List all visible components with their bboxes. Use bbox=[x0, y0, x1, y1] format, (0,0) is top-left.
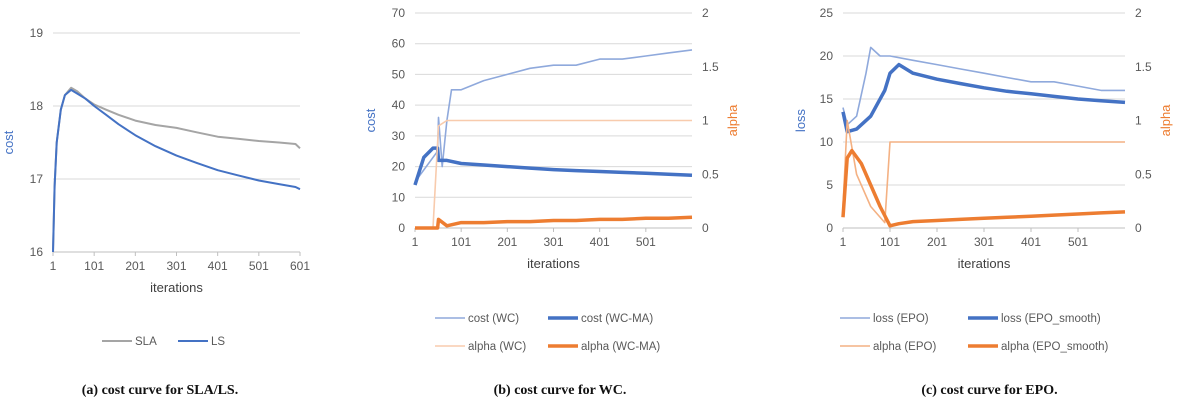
y2-axis-label: alpha bbox=[725, 104, 740, 137]
chart-b-svg: 0 10 20 30 40 50 60 70 0 0.5 1 1.5 2 1 101 201 301 401 501… bbox=[363, 6, 740, 353]
y-tick-label: 40 bbox=[392, 98, 406, 112]
x-tick-label: 501 bbox=[249, 259, 269, 273]
y-tick-label: 25 bbox=[820, 6, 834, 20]
y-tick-label: 30 bbox=[392, 129, 406, 143]
series-line-alpha-epo-smooth- bbox=[841, 148, 1126, 228]
y-tick-label: 16 bbox=[30, 245, 44, 259]
x-tick-label: 101 bbox=[880, 235, 900, 249]
y2-tick-label: 1.5 bbox=[702, 60, 719, 74]
series-line-cost-wc-ma- bbox=[413, 146, 693, 186]
x-tick-label: 401 bbox=[1021, 235, 1041, 249]
y2-tick-label: 2 bbox=[1135, 6, 1142, 20]
x-tick-label: 501 bbox=[1068, 235, 1088, 249]
y-tick-label: 0 bbox=[398, 221, 405, 235]
x-tick-label: 101 bbox=[84, 259, 104, 273]
legend-label: alpha (WC-MA) bbox=[581, 341, 660, 353]
legend-label: LS bbox=[211, 336, 225, 348]
x-tick-label: 401 bbox=[208, 259, 228, 273]
legend-label: alpha (EPO_smooth) bbox=[1001, 341, 1109, 353]
x-tick-label: 201 bbox=[125, 259, 145, 273]
series-line-loss-epo-smooth- bbox=[841, 62, 1126, 134]
series-line-cost-wc- bbox=[414, 49, 693, 183]
chart-panel-c: 0 5 10 15 20 25 0 0.5 1 1.5 2 1 101 201 301 401 501 itera… bbox=[790, 0, 1189, 410]
chart-b-caption: (b) cost curve for WC. bbox=[493, 383, 627, 398]
chart-c-svg: 0 5 10 15 20 25 0 0.5 1 1.5 2 1 101 201 301 401 501 itera… bbox=[793, 6, 1173, 353]
y-tick-label: 5 bbox=[826, 178, 833, 192]
legend-label: loss (EPO) bbox=[873, 313, 929, 325]
legend-label: SLA bbox=[135, 336, 157, 348]
legend-label: alpha (WC) bbox=[468, 341, 526, 353]
y2-tick-label: 1 bbox=[702, 114, 709, 128]
x-axis-label: iterations bbox=[150, 280, 203, 295]
x-tick-label: 201 bbox=[927, 235, 947, 249]
y-axis-label: loss bbox=[793, 108, 808, 132]
series-line-sla bbox=[52, 86, 301, 253]
y-tick-label: 10 bbox=[392, 190, 406, 204]
chart-panel-a: 16 17 18 19 1 101 201 301 401 501 601 iterations cos… bbox=[0, 0, 320, 410]
y2-tick-label: 2 bbox=[702, 6, 709, 20]
y-tick-label: 50 bbox=[392, 67, 406, 81]
y-tick-label: 15 bbox=[820, 92, 834, 106]
x-tick-label: 101 bbox=[451, 235, 471, 249]
y2-tick-label: 0.5 bbox=[702, 167, 719, 181]
x-tick-label: 401 bbox=[590, 235, 610, 249]
chart-a-caption: (a) cost curve for SLA/LS. bbox=[81, 383, 239, 398]
y2-tick-label: 0.5 bbox=[1135, 167, 1152, 181]
x-tick-label: 1 bbox=[50, 259, 57, 273]
y-tick-label: 10 bbox=[820, 135, 834, 149]
y-tick-label: 60 bbox=[392, 37, 406, 51]
y2-tick-label: 0 bbox=[702, 221, 709, 235]
y-tick-label: 20 bbox=[392, 160, 406, 174]
y2-axis-label: alpha bbox=[1158, 104, 1173, 137]
chart-c-caption: (c) cost curve for EPO. bbox=[921, 383, 1058, 398]
series-line-alpha-epo- bbox=[842, 119, 1125, 224]
y-tick-label: 17 bbox=[30, 172, 44, 186]
x-tick-label: 201 bbox=[497, 235, 517, 249]
x-tick-label: 301 bbox=[543, 235, 563, 249]
y-axis-label: cost bbox=[1, 130, 16, 154]
y-tick-label: 20 bbox=[820, 49, 834, 63]
y-tick-label: 70 bbox=[392, 6, 406, 20]
legend-label: cost (WC-MA) bbox=[581, 313, 653, 325]
legend-label: loss (EPO_smooth) bbox=[1001, 313, 1101, 325]
y2-tick-label: 1.5 bbox=[1135, 60, 1152, 74]
x-tick-label: 301 bbox=[974, 235, 994, 249]
x-tick-label: 501 bbox=[636, 235, 656, 249]
y-axis-label: cost bbox=[363, 108, 378, 132]
y-tick-label: 18 bbox=[30, 99, 44, 113]
y-tick-label: 0 bbox=[826, 221, 833, 235]
series-line-loss-epo- bbox=[842, 46, 1125, 126]
x-tick-label: 1 bbox=[412, 235, 419, 249]
y2-tick-label: 1 bbox=[1135, 114, 1142, 128]
series-line-alpha-wc-ma- bbox=[415, 215, 693, 230]
chart-panel-b: 0 10 20 30 40 50 60 70 0 0.5 1 1.5 2 1 101 201 301 401 501… bbox=[360, 0, 760, 410]
x-axis-label: iterations bbox=[958, 256, 1011, 271]
legend-label: cost (WC) bbox=[468, 313, 519, 325]
legend-label: alpha (EPO) bbox=[873, 341, 936, 353]
x-tick-label: 1 bbox=[840, 235, 847, 249]
series-line-alpha-wc- bbox=[415, 119, 692, 229]
x-axis-label: iterations bbox=[527, 256, 580, 271]
series-line-ls bbox=[52, 88, 301, 253]
y-tick-label: 19 bbox=[30, 26, 44, 40]
x-tick-label: 601 bbox=[290, 259, 310, 273]
x-tick-label: 301 bbox=[166, 259, 186, 273]
y2-tick-label: 0 bbox=[1135, 221, 1142, 235]
chart-a-svg: 16 17 18 19 1 101 201 301 401 501 601 iterations cos… bbox=[1, 26, 310, 348]
